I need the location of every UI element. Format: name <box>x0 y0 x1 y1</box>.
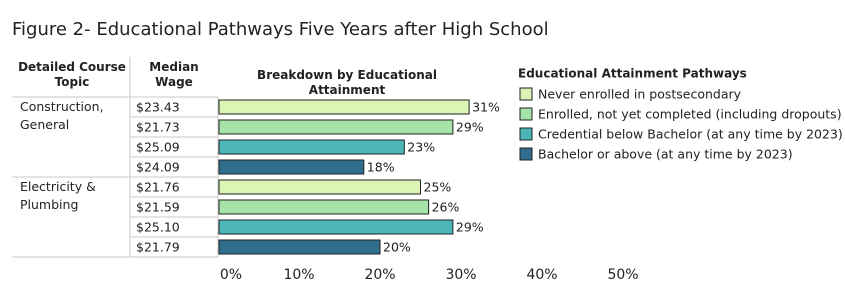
value-label: 29% <box>456 120 484 135</box>
bar <box>218 199 430 215</box>
wage: $25.09 <box>136 140 180 155</box>
wage: $21.79 <box>136 240 180 255</box>
value-label: 18% <box>367 160 395 175</box>
bar <box>218 99 470 115</box>
legend-label: Credential below Bachelor (at any time b… <box>538 127 843 142</box>
legend-title: Educational Attainment Pathways <box>518 67 747 81</box>
x-tick-label: 20% <box>364 267 395 283</box>
value-label: 29% <box>456 220 484 235</box>
bar <box>218 179 421 195</box>
wage: $25.10 <box>136 220 180 235</box>
legend-swatch <box>519 147 533 161</box>
wage: $24.09 <box>136 160 180 175</box>
group-label: Construction, General <box>20 99 104 132</box>
wage: $21.73 <box>136 120 180 135</box>
legend-label: Enrolled, not yet completed (including d… <box>538 107 842 122</box>
legend-label: Bachelor or above (at any time by 2023) <box>538 147 793 162</box>
x-tick-label: 30% <box>445 267 476 283</box>
x-tick-label: 50% <box>607 267 638 283</box>
value-label: 25% <box>424 180 452 195</box>
bar <box>218 239 381 255</box>
bar <box>218 119 454 135</box>
bar <box>218 159 365 175</box>
column-header: Median Wage <box>149 60 199 89</box>
group-label: Electricity & Plumbing <box>20 179 96 212</box>
x-tick-label: 40% <box>526 267 557 283</box>
legend-label: Never enrolled in postsecondary <box>538 87 742 102</box>
wage: $21.59 <box>136 200 180 215</box>
bar <box>218 139 405 155</box>
value-label: 23% <box>407 140 435 155</box>
x-tick-label: 10% <box>283 267 314 283</box>
x-tick-label: 0% <box>220 267 242 283</box>
bar <box>218 219 454 235</box>
wage: $21.76 <box>136 180 180 195</box>
value-label: 20% <box>383 240 411 255</box>
legend-swatch <box>519 107 533 121</box>
column-header: Detailed Course Topic <box>18 60 126 89</box>
column-header: Breakdown by Educational Attainment <box>257 68 437 97</box>
legend-swatch <box>519 127 533 141</box>
value-label: 26% <box>432 200 460 215</box>
value-label: 31% <box>472 100 500 115</box>
legend-swatch <box>519 87 533 101</box>
wage: $23.43 <box>136 100 180 115</box>
chart-title: Figure 2- Educational Pathways Five Year… <box>12 19 549 40</box>
